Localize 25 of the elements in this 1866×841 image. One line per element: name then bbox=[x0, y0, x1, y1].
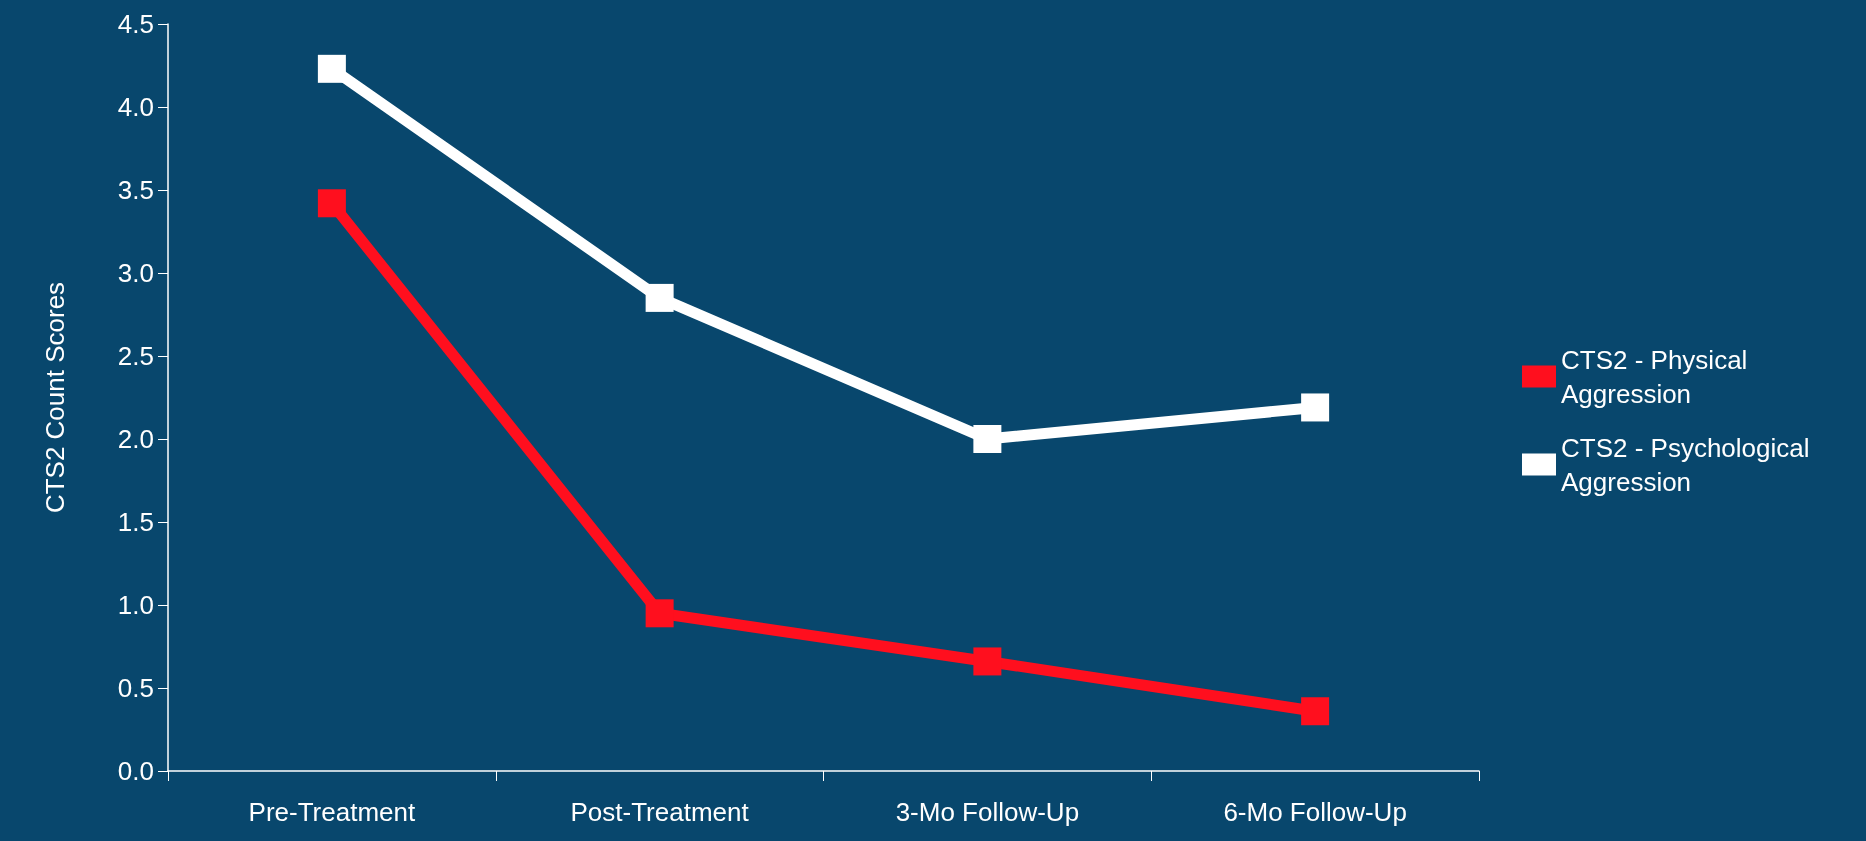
y-tick-label: 4.0 bbox=[117, 92, 154, 122]
y-tick-label: 1.5 bbox=[117, 507, 154, 537]
x-tick-label: Post-Treatment bbox=[570, 797, 750, 827]
y-tick-label: 3.0 bbox=[117, 258, 154, 288]
y-tick-label: 2.0 bbox=[117, 424, 154, 454]
legend-label: CTS2 - Physical Aggression bbox=[1561, 344, 1755, 409]
x-tick-label: 3-Mo Follow-Up bbox=[895, 797, 1080, 827]
point bbox=[317, 189, 346, 218]
y-tick-label: 3.5 bbox=[117, 175, 154, 205]
legend-label: CTS2 - Psychological Aggression bbox=[1561, 432, 1817, 497]
y-tick-label: 4.5 bbox=[117, 9, 154, 39]
point bbox=[645, 599, 674, 628]
x-tick-label: 6-Mo Follow-Up bbox=[1223, 797, 1407, 827]
y-tick-label: 1.0 bbox=[117, 590, 154, 620]
y-tick-label: 0.5 bbox=[117, 673, 154, 703]
y-axis-title: CTS2 Count Scores bbox=[40, 281, 70, 514]
point bbox=[317, 54, 346, 83]
x-tick-label: Pre-Treatment bbox=[248, 797, 416, 827]
point bbox=[645, 283, 674, 312]
y-tick-label: 0.0 bbox=[117, 756, 154, 786]
y-tick-label: 2.5 bbox=[117, 341, 154, 371]
point bbox=[973, 425, 1002, 453]
point bbox=[1301, 393, 1330, 422]
point bbox=[973, 647, 1002, 676]
point bbox=[1301, 697, 1330, 726]
